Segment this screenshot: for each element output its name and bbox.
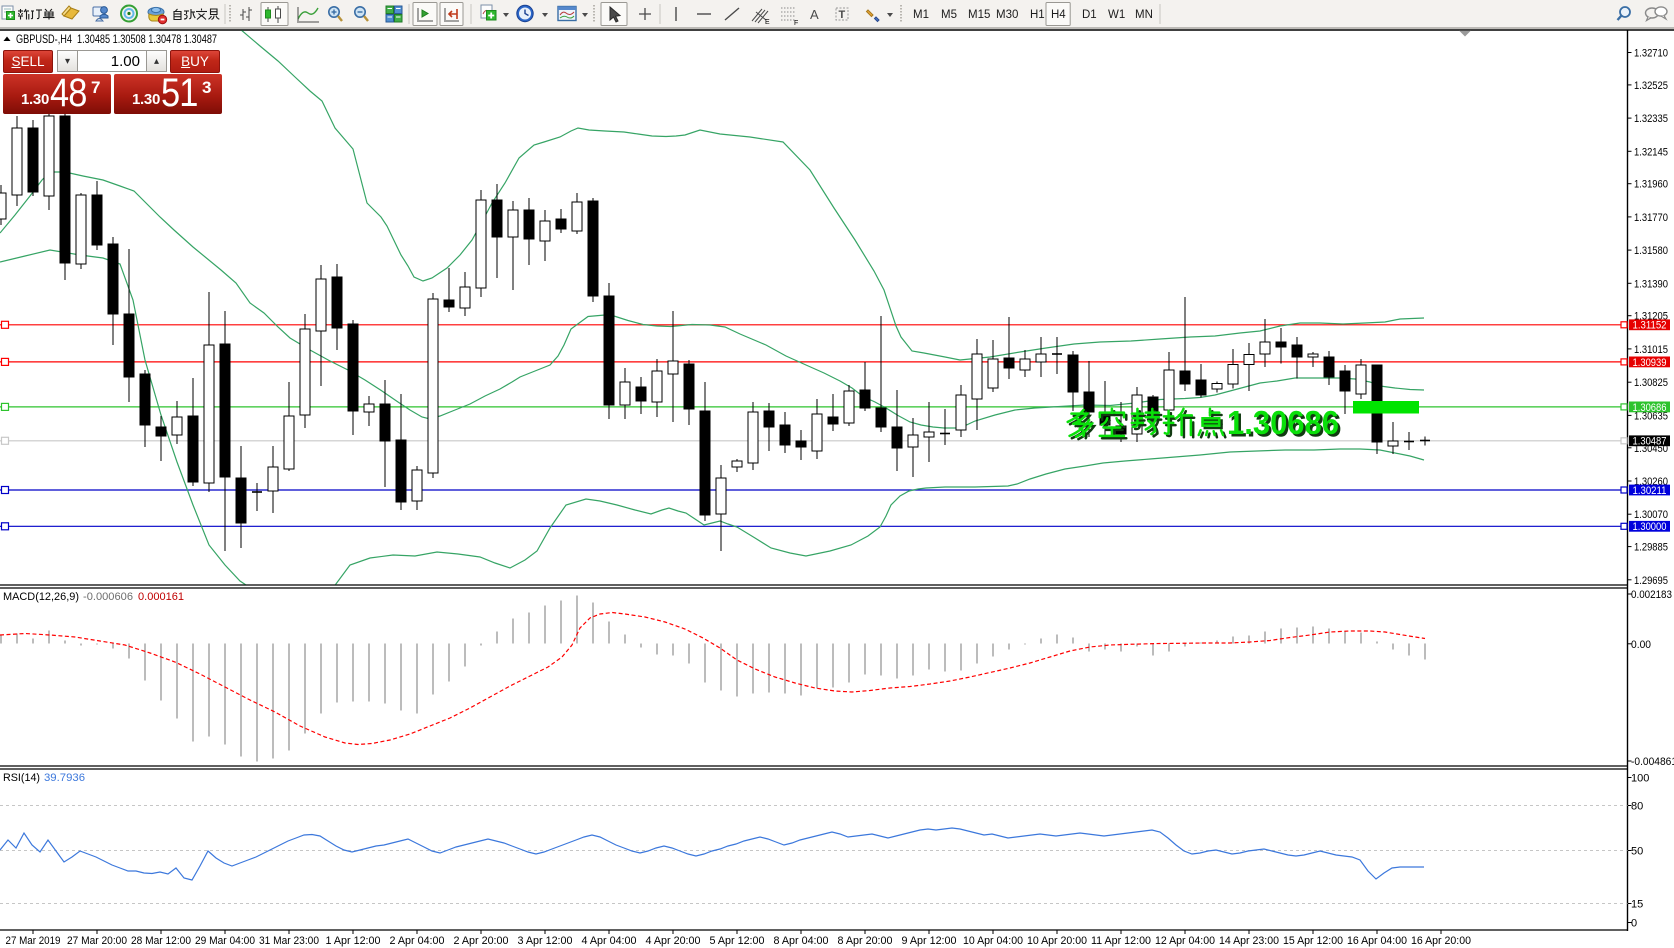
svg-text:E: E	[765, 19, 770, 26]
svg-text:F: F	[794, 20, 798, 27]
svg-text:100: 100	[1631, 773, 1649, 785]
svg-text:H4: H4	[1051, 9, 1066, 21]
svg-text:1.32335: 1.32335	[1634, 113, 1668, 125]
svg-text:1.30211: 1.30211	[1633, 485, 1667, 497]
svg-text:0.002183: 0.002183	[1631, 589, 1672, 601]
svg-text:16 Apr 04:00: 16 Apr 04:00	[1347, 935, 1407, 947]
svg-text:1.31015: 1.31015	[1634, 344, 1668, 356]
svg-text:39.7936: 39.7936	[44, 772, 85, 784]
svg-text:D1: D1	[1082, 9, 1097, 21]
svg-text:50: 50	[1631, 846, 1643, 858]
svg-text:1.30000: 1.30000	[1633, 521, 1667, 533]
svg-text:14 Apr 23:00: 14 Apr 23:00	[1219, 935, 1279, 947]
svg-text:4 Apr 04:00: 4 Apr 04:00	[582, 935, 637, 947]
svg-text:1.31770: 1.31770	[1634, 212, 1668, 224]
svg-text:1.30635: 1.30635	[1634, 410, 1668, 422]
svg-text:9 Apr 12:00: 9 Apr 12:00	[902, 935, 957, 947]
svg-text:M5: M5	[941, 9, 957, 21]
svg-text:16 Apr 20:00: 16 Apr 20:00	[1411, 935, 1471, 947]
svg-text:RSI(14): RSI(14)	[3, 772, 40, 784]
svg-text:27 Mar 2019: 27 Mar 2019	[6, 935, 61, 947]
svg-text:1.29695: 1.29695	[1634, 575, 1668, 587]
svg-text:15 Apr 12:00: 15 Apr 12:00	[1283, 935, 1343, 947]
svg-text:31 Mar 23:00: 31 Mar 23:00	[259, 935, 319, 947]
svg-text:5 Apr 12:00: 5 Apr 12:00	[710, 935, 765, 947]
svg-text:28 Mar 12:00: 28 Mar 12:00	[131, 935, 191, 947]
svg-text:1.29885: 1.29885	[1634, 542, 1668, 554]
svg-text:15: 15	[1631, 899, 1643, 911]
svg-text:1.31580: 1.31580	[1634, 245, 1668, 257]
svg-text:1.30686: 1.30686	[1227, 404, 1339, 441]
svg-text:1.31152: 1.31152	[1633, 320, 1667, 332]
svg-text:0: 0	[1631, 918, 1637, 930]
svg-text:11 Apr 12:00: 11 Apr 12:00	[1091, 935, 1151, 947]
svg-text:W1: W1	[1108, 9, 1125, 21]
svg-text:0.000161: 0.000161	[138, 591, 184, 603]
svg-text:1 Apr 12:00: 1 Apr 12:00	[326, 935, 381, 947]
svg-text:1.30686: 1.30686	[1633, 402, 1667, 414]
svg-text:1.30070: 1.30070	[1634, 509, 1668, 521]
svg-text:1.30686: 1.30686	[1230, 407, 1342, 444]
svg-text:12 Apr 04:00: 12 Apr 04:00	[1155, 935, 1215, 947]
svg-text:2 Apr 04:00: 2 Apr 04:00	[390, 935, 445, 947]
svg-text:80: 80	[1631, 801, 1643, 813]
svg-text:A: A	[810, 7, 819, 22]
svg-text:27 Mar 20:00: 27 Mar 20:00	[67, 935, 127, 947]
svg-text:3 Apr 12:00: 3 Apr 12:00	[518, 935, 573, 947]
svg-text:10 Apr 04:00: 10 Apr 04:00	[963, 935, 1023, 947]
svg-text:MN: MN	[1135, 9, 1153, 21]
svg-text:-0.000606: -0.000606	[83, 591, 133, 603]
svg-text:M15: M15	[968, 9, 990, 21]
svg-text:1.30825: 1.30825	[1634, 377, 1668, 389]
svg-text:1.32710: 1.32710	[1634, 48, 1668, 60]
svg-text:T: T	[839, 9, 846, 21]
svg-text:1.32525: 1.32525	[1634, 80, 1668, 92]
svg-text:GBPUSD-,H4 1.30485 1.30508 1.: GBPUSD-,H4 1.30485 1.30508 1.30478 1.304…	[16, 32, 217, 46]
svg-text:MACD(12,26,9): MACD(12,26,9)	[3, 591, 79, 603]
svg-text:8 Apr 04:00: 8 Apr 04:00	[774, 935, 829, 947]
svg-text:1.30487: 1.30487	[1633, 436, 1667, 448]
svg-text:0.00: 0.00	[1631, 639, 1651, 651]
svg-text:H1: H1	[1030, 9, 1045, 21]
svg-text:29 Mar 04:00: 29 Mar 04:00	[195, 935, 255, 947]
svg-text:8 Apr 20:00: 8 Apr 20:00	[838, 935, 893, 947]
svg-text:1.31960: 1.31960	[1634, 179, 1668, 191]
svg-text:10 Apr 20:00: 10 Apr 20:00	[1027, 935, 1087, 947]
svg-text:M1: M1	[913, 9, 929, 21]
svg-text:-0.004861: -0.004861	[1631, 756, 1674, 768]
svg-text:4 Apr 20:00: 4 Apr 20:00	[646, 935, 701, 947]
svg-text:M30: M30	[996, 9, 1018, 21]
svg-text:1.32145: 1.32145	[1634, 146, 1668, 158]
svg-text:2 Apr 20:00: 2 Apr 20:00	[454, 935, 509, 947]
svg-text:1.31390: 1.31390	[1634, 278, 1668, 290]
svg-text:1.30939: 1.30939	[1633, 357, 1667, 369]
